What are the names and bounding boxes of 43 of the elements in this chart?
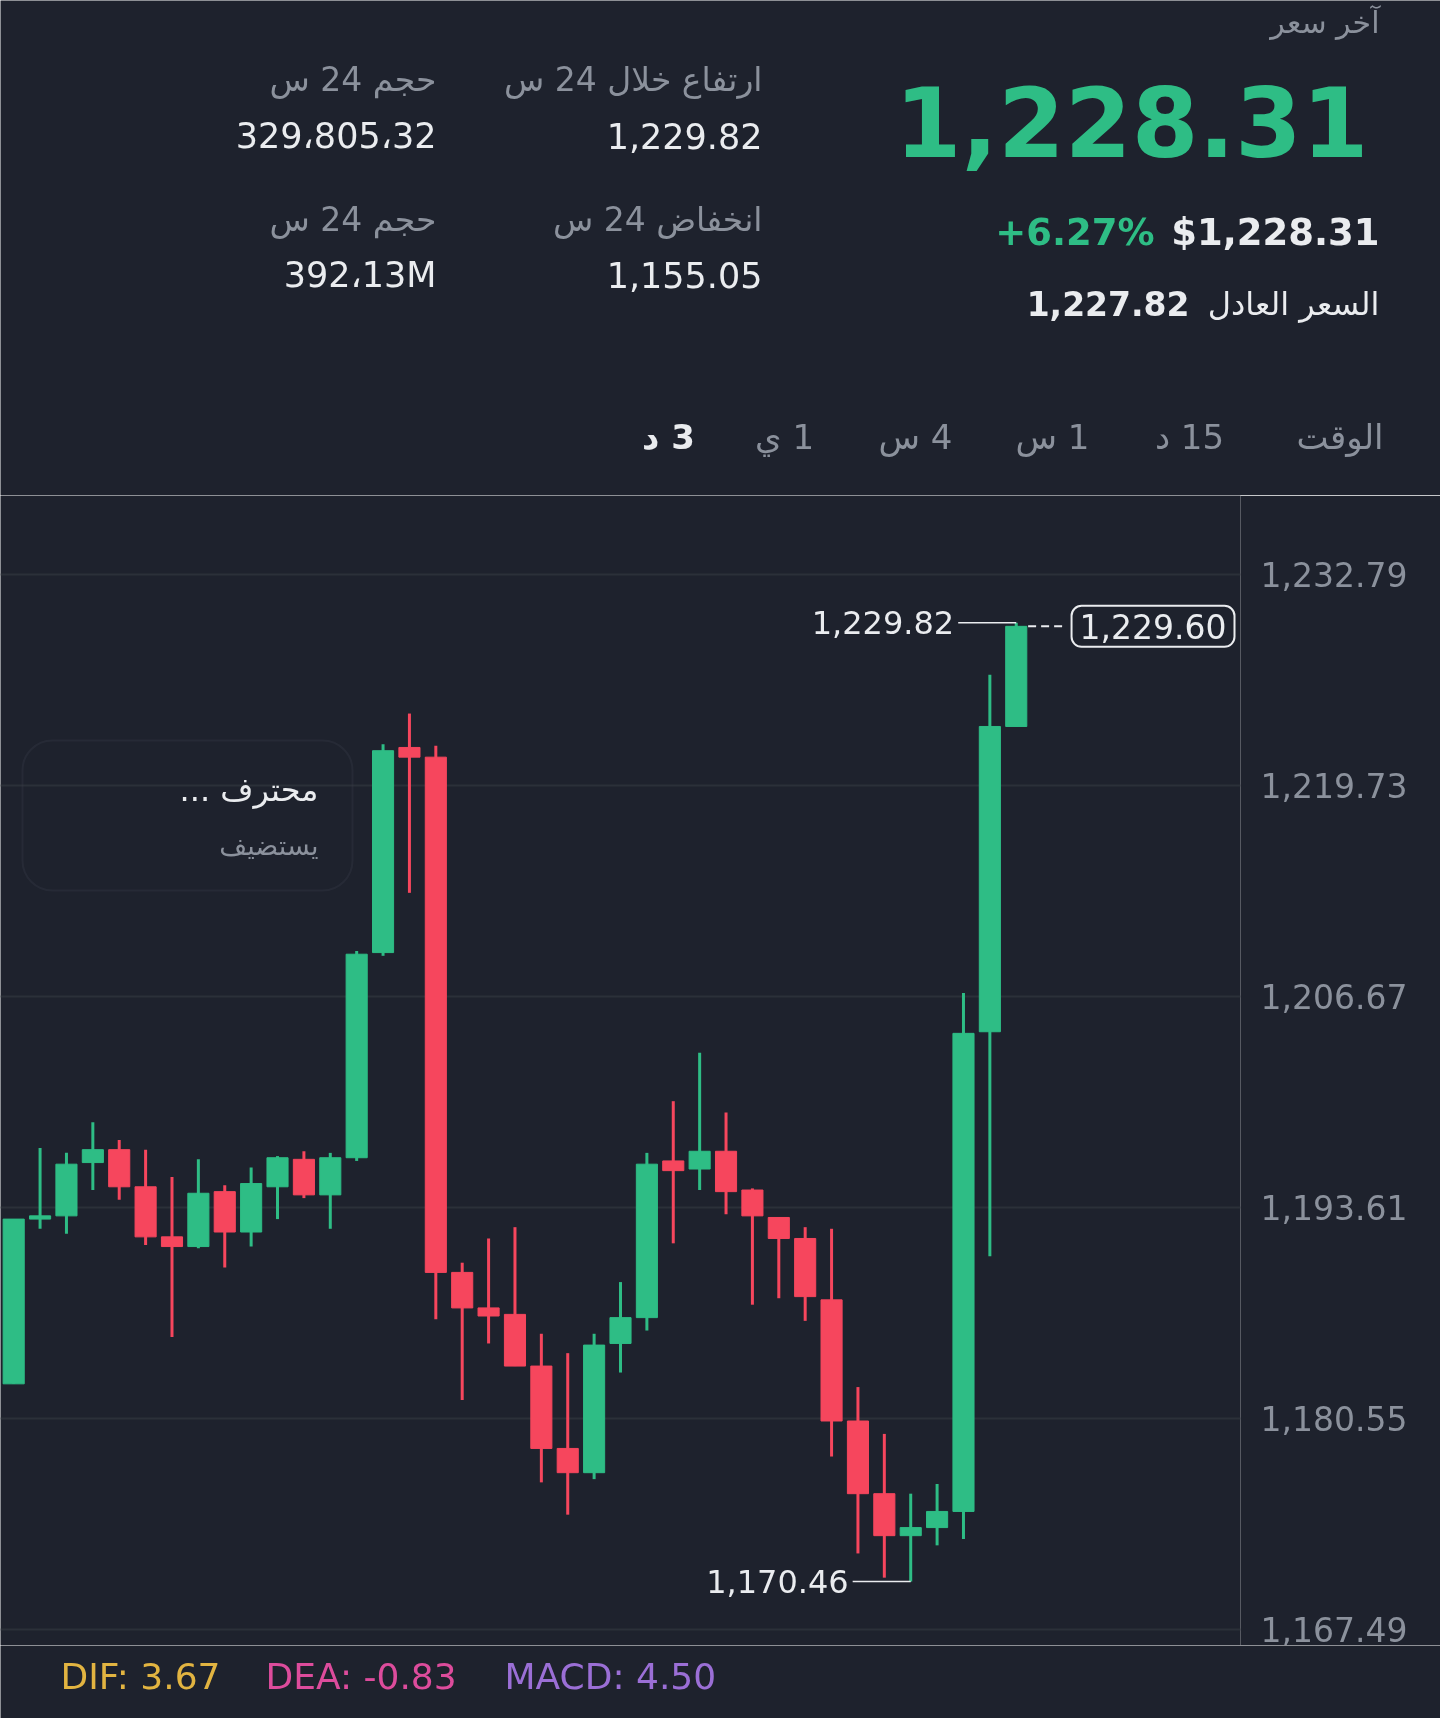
text: حجم 24 س bbox=[269, 60, 437, 99]
text: 3 د bbox=[642, 416, 695, 457]
text: $1,228.31 bbox=[1171, 211, 1380, 254]
candlestick bbox=[477, 1238, 500, 1344]
text: DEA: -0.83 bbox=[265, 1656, 457, 1697]
text: انخفاض 24 س bbox=[552, 200, 763, 240]
y-tick-label: 1,180.55 bbox=[1260, 1400, 1408, 1440]
text: 4 س bbox=[878, 416, 953, 457]
y-tick-label: 1,219.73 bbox=[1260, 767, 1408, 807]
text: الوقت bbox=[1296, 416, 1384, 458]
text: 329،805،32 bbox=[235, 115, 437, 156]
y-tick-label: 1,232.79 bbox=[1260, 556, 1408, 596]
text: +6.27% bbox=[995, 211, 1155, 254]
candlestick bbox=[767, 1216, 790, 1300]
text: آخر سعر bbox=[1268, 5, 1382, 40]
annotation: يستضيف bbox=[219, 830, 319, 861]
y-tick-label: 1,193.61 bbox=[1260, 1189, 1408, 1229]
text: 1,227.82 bbox=[1026, 285, 1190, 324]
text: 1,229.82 bbox=[606, 116, 763, 157]
y-tick-label: 1,206.67 bbox=[1260, 978, 1408, 1018]
text: DIF: 3.67 bbox=[60, 1656, 221, 1697]
text: 1,228.31 bbox=[894, 68, 1369, 180]
text: 15 د bbox=[1154, 416, 1225, 457]
annotation: 1,170.46 bbox=[706, 1563, 849, 1602]
candlestick bbox=[29, 1148, 52, 1229]
text: 1 س bbox=[1015, 416, 1090, 457]
candlestick bbox=[160, 1177, 184, 1337]
ref-line-label: 1,229.60 bbox=[1079, 607, 1227, 647]
text: ارتفاع خلال 24 س bbox=[503, 60, 763, 99]
annotation: 1,229.82 bbox=[811, 604, 955, 643]
candlestick bbox=[81, 1122, 104, 1191]
text: 392،13M bbox=[283, 254, 437, 295]
text: السعر العادل bbox=[1207, 284, 1380, 323]
candlestick bbox=[662, 1101, 685, 1244]
text: 1 ي bbox=[754, 416, 815, 457]
annotation: محترف ... bbox=[179, 770, 319, 809]
candlestick bbox=[899, 1493, 922, 1582]
candlestick bbox=[688, 1052, 711, 1191]
candlestick bbox=[398, 713, 421, 893]
text: حجم 24 س bbox=[269, 200, 437, 239]
candlestick bbox=[926, 1483, 949, 1546]
text: MACD: 4.50 bbox=[504, 1656, 717, 1697]
text: 1,155.05 bbox=[606, 255, 763, 296]
